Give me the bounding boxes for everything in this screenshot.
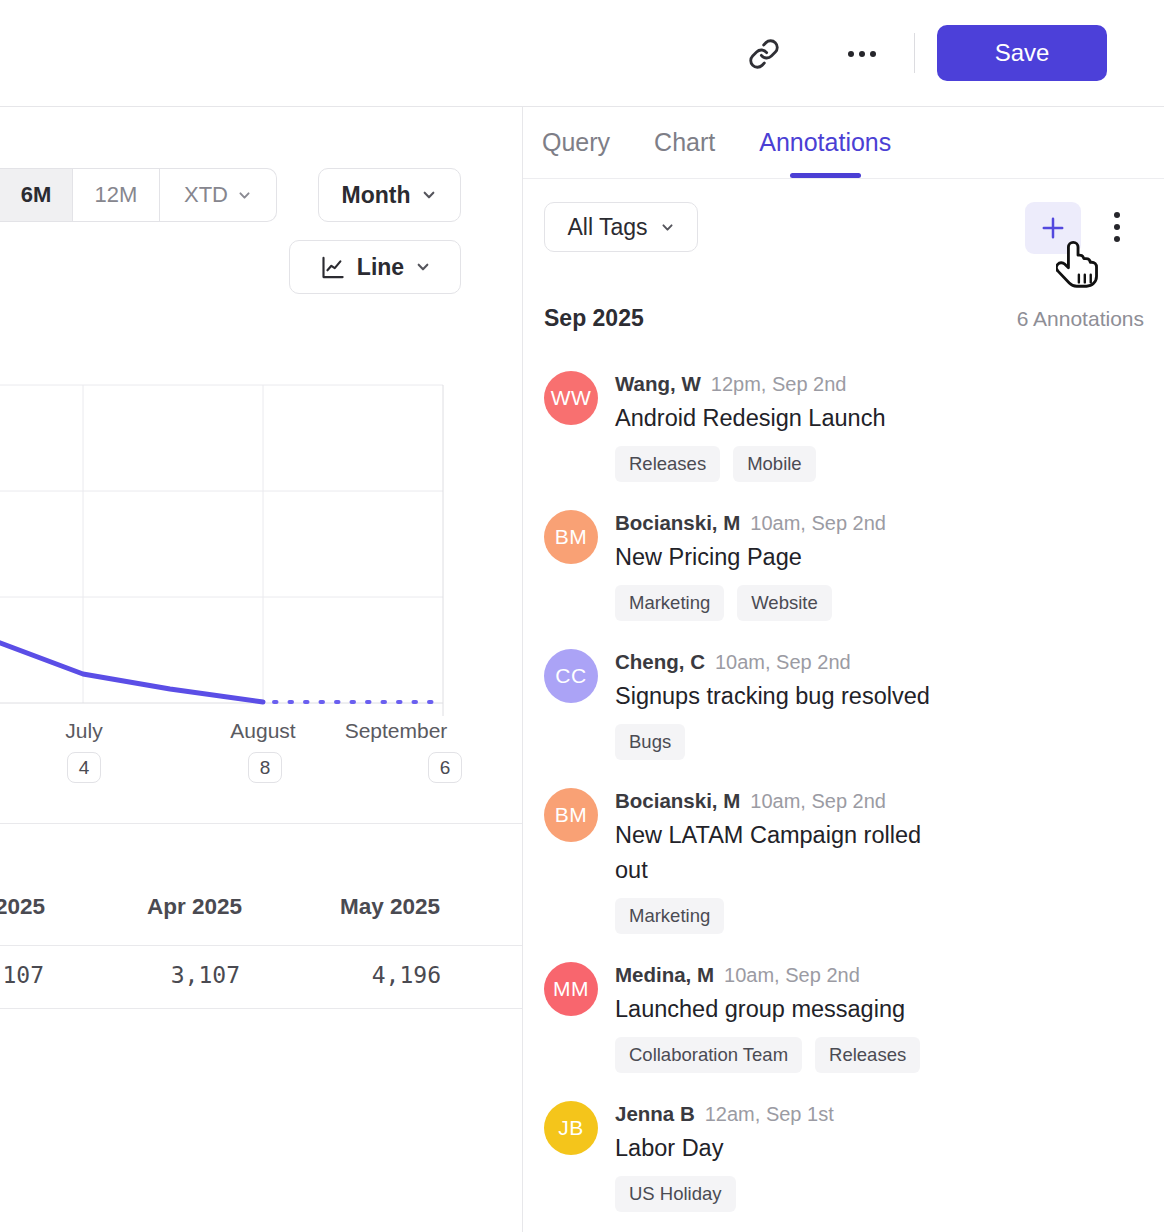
annotation-tag[interactable]: Releases — [615, 446, 720, 482]
active-tab-indicator — [790, 173, 861, 178]
annotation-item[interactable]: JB Jenna B 12am, Sep 1st Labor Day US Hol… — [544, 1101, 1150, 1212]
avatar: JB — [544, 1101, 598, 1155]
table-header-apr-2025: Apr 2025 — [82, 894, 242, 920]
annotation-tag[interactable]: Collaboration Team — [615, 1037, 802, 1073]
table-bottom-divider — [0, 1008, 522, 1009]
table-value-may-2025: 4,196 — [281, 962, 441, 988]
annotation-time: 10am, Sep 2nd — [750, 512, 886, 534]
annotation-title: New Pricing Page — [615, 540, 886, 575]
header-divider — [914, 33, 915, 73]
annotation-count-badge-august[interactable]: 8 — [248, 752, 282, 783]
table-header-may-2025: May 2025 — [280, 894, 440, 920]
top-header: Save — [0, 0, 1164, 107]
annotation-item[interactable]: BM Bocianski, M 10am, Sep 2nd New LATAM C… — [544, 788, 1150, 934]
avatar: BM — [544, 510, 598, 564]
annotation-author: Jenna B — [615, 1102, 695, 1125]
date-range-segmented-control: 6M 12M XTD — [0, 168, 277, 222]
chart-pane: 6M 12M XTD Month Line July — [0, 107, 522, 1232]
tab-query[interactable]: Query — [542, 107, 610, 179]
chevron-down-icon — [421, 187, 437, 203]
granularity-dropdown[interactable]: Month — [318, 168, 461, 222]
group-title: Sep 2025 — [544, 305, 644, 332]
chevron-down-icon — [415, 259, 431, 275]
annotation-author: Wang, W — [615, 372, 701, 395]
annotation-tag[interactable]: US Holiday — [615, 1176, 736, 1212]
table-top-divider — [0, 823, 522, 824]
trend-line — [0, 641, 263, 702]
table-value-mar-2025: 107 — [0, 962, 44, 988]
plus-icon — [1040, 215, 1066, 241]
annotation-title: Labor Day — [615, 1131, 834, 1166]
annotation-tag[interactable]: Marketing — [615, 898, 724, 934]
range-12m-button[interactable]: 12M — [73, 169, 160, 221]
annotation-group-header: Sep 2025 6 Annotations — [544, 305, 1144, 333]
panel-tabs: Query Chart Annotations — [523, 107, 1164, 179]
annotation-title: Launched group messaging — [615, 992, 933, 1027]
tags-filter-dropdown[interactable]: All Tags — [544, 202, 698, 252]
annotation-count-badge-july[interactable]: 4 — [67, 752, 101, 783]
annotation-title: Android Redesign Launch — [615, 401, 885, 436]
annotation-author: Bocianski, M — [615, 789, 740, 812]
annotation-author: Medina, M — [615, 963, 714, 986]
chevron-down-icon — [660, 220, 675, 235]
save-button[interactable]: Save — [937, 25, 1107, 81]
table-value-apr-2025: 3,107 — [80, 962, 240, 988]
table-header-divider — [0, 945, 522, 946]
chart-type-dropdown[interactable]: Line — [289, 240, 461, 294]
annotation-item[interactable]: BM Bocianski, M 10am, Sep 2nd New Pricing… — [544, 510, 1150, 621]
chevron-down-icon — [237, 188, 252, 203]
range-6m-button[interactable]: 6M — [0, 169, 73, 221]
annotation-time: 12pm, Sep 2nd — [711, 373, 847, 395]
annotation-author: Cheng, C — [615, 650, 705, 673]
annotations-panel: Query Chart Annotations All Tags Sep 202… — [522, 107, 1164, 1232]
avatar: CC — [544, 649, 598, 703]
annotation-tag[interactable]: Releases — [815, 1037, 920, 1073]
range-xtd-button[interactable]: XTD — [160, 169, 276, 221]
annotation-item[interactable]: WW Wang, W 12pm, Sep 2nd Android Redesign… — [544, 371, 1150, 482]
panel-menu-icon[interactable] — [1109, 211, 1125, 245]
share-link-icon[interactable] — [748, 38, 780, 70]
group-count: 6 Annotations — [1017, 307, 1144, 331]
annotation-list: WW Wang, W 12pm, Sep 2nd Android Redesign… — [544, 371, 1150, 1232]
annotation-tag[interactable]: Marketing — [615, 585, 724, 621]
annotation-time: 10am, Sep 2nd — [715, 651, 851, 673]
line-chart-icon — [319, 254, 346, 281]
annotation-tag[interactable]: Bugs — [615, 724, 685, 760]
annotation-time: 12am, Sep 1st — [705, 1103, 834, 1125]
tab-chart[interactable]: Chart — [654, 107, 715, 179]
axis-label-july: July — [14, 719, 154, 743]
annotation-title: Signups tracking bug resolved — [615, 679, 930, 714]
annotation-author: Bocianski, M — [615, 511, 740, 534]
annotation-item[interactable]: MM Medina, M 10am, Sep 2nd Launched group… — [544, 962, 1150, 1073]
more-options-icon[interactable] — [844, 48, 880, 60]
mouse-cursor-hand — [1056, 240, 1104, 302]
annotation-title: New LATAM Campaign rolled out — [615, 818, 937, 888]
avatar: MM — [544, 962, 598, 1016]
axis-label-august: August — [193, 719, 333, 743]
avatar: BM — [544, 788, 598, 842]
axis-label-september: September — [326, 719, 466, 743]
annotation-item[interactable]: CC Cheng, C 10am, Sep 2nd Signups trackin… — [544, 649, 1150, 760]
tab-annotations[interactable]: Annotations — [759, 107, 891, 179]
table-header-mar-2025: 2025 — [0, 894, 45, 920]
avatar: WW — [544, 371, 598, 425]
annotation-count-badge-september[interactable]: 6 — [428, 752, 462, 783]
annotation-time: 10am, Sep 2nd — [750, 790, 886, 812]
annotation-tag[interactable]: Mobile — [733, 446, 816, 482]
annotation-tag[interactable]: Website — [737, 585, 832, 621]
annotation-time: 10am, Sep 2nd — [724, 964, 860, 986]
